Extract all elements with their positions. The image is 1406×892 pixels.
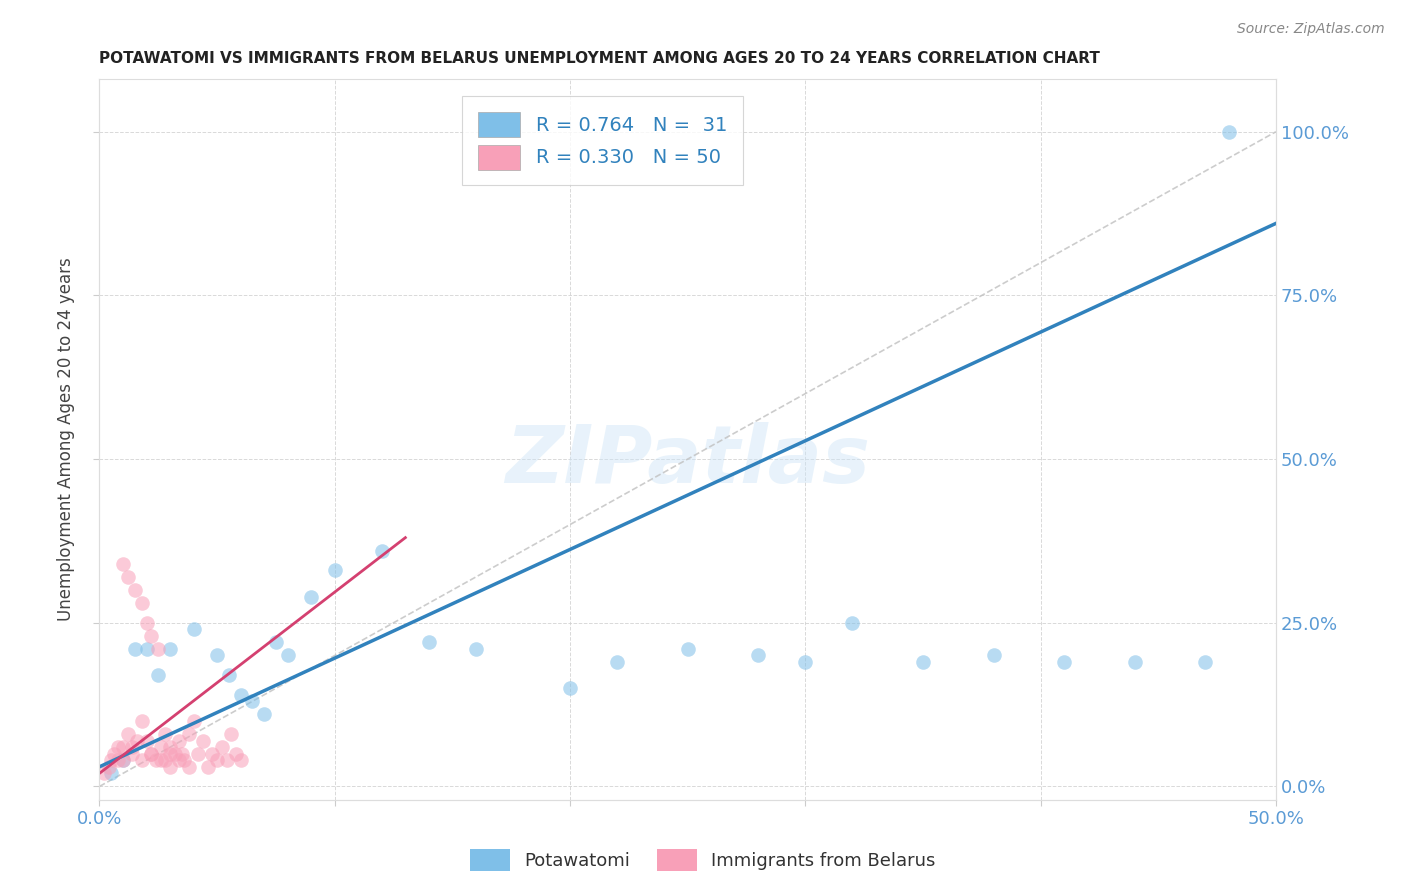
Text: ZIPatlas: ZIPatlas xyxy=(505,422,870,500)
Point xyxy=(558,681,581,696)
Point xyxy=(141,629,163,643)
Point xyxy=(111,557,134,571)
Point xyxy=(183,622,205,636)
Point xyxy=(1053,655,1076,669)
Point xyxy=(219,727,242,741)
Point xyxy=(201,747,224,761)
Point xyxy=(465,642,488,657)
Point xyxy=(983,648,1005,663)
Point xyxy=(418,635,440,649)
Point xyxy=(107,740,129,755)
Point xyxy=(149,753,172,767)
Point xyxy=(148,668,170,682)
Point xyxy=(131,753,153,767)
Point xyxy=(1194,655,1216,669)
Point xyxy=(100,766,122,780)
Point xyxy=(107,753,129,767)
Point xyxy=(173,753,195,767)
Point xyxy=(169,753,191,767)
Point xyxy=(169,733,191,747)
Point xyxy=(191,733,214,747)
Point xyxy=(177,727,200,741)
Point xyxy=(299,590,322,604)
Point xyxy=(841,615,863,630)
Point xyxy=(97,760,120,774)
Point xyxy=(117,727,139,741)
Point xyxy=(264,635,287,649)
Point xyxy=(218,668,240,682)
Point xyxy=(141,747,163,761)
Text: Source: ZipAtlas.com: Source: ZipAtlas.com xyxy=(1237,22,1385,37)
Point xyxy=(124,642,146,657)
Legend: R = 0.764   N =  31, R = 0.330   N = 50: R = 0.764 N = 31, R = 0.330 N = 50 xyxy=(463,96,742,186)
Point xyxy=(121,747,143,761)
Point xyxy=(323,563,346,577)
Point xyxy=(1123,655,1146,669)
Point xyxy=(197,760,219,774)
Point xyxy=(135,733,157,747)
Point xyxy=(103,747,125,761)
Point xyxy=(229,688,252,702)
Point xyxy=(277,648,299,663)
Point xyxy=(159,642,181,657)
Point xyxy=(163,747,186,761)
Point xyxy=(747,648,769,663)
Legend: Potawatomi, Immigrants from Belarus: Potawatomi, Immigrants from Belarus xyxy=(463,842,943,879)
Point xyxy=(229,753,252,767)
Point xyxy=(159,740,181,755)
Point xyxy=(911,655,934,669)
Point xyxy=(117,570,139,584)
Point xyxy=(187,747,209,761)
Point xyxy=(155,753,177,767)
Point xyxy=(606,655,628,669)
Point xyxy=(183,714,205,728)
Point xyxy=(205,648,228,663)
Point xyxy=(253,707,276,722)
Point xyxy=(159,747,181,761)
Point xyxy=(155,727,177,741)
Point xyxy=(131,596,153,610)
Y-axis label: Unemployment Among Ages 20 to 24 years: Unemployment Among Ages 20 to 24 years xyxy=(58,258,75,622)
Point xyxy=(215,753,238,767)
Point xyxy=(1218,125,1240,139)
Text: POTAWATOMI VS IMMIGRANTS FROM BELARUS UNEMPLOYMENT AMONG AGES 20 TO 24 YEARS COR: POTAWATOMI VS IMMIGRANTS FROM BELARUS UN… xyxy=(100,51,1101,66)
Point xyxy=(145,753,167,767)
Point xyxy=(242,694,264,708)
Point xyxy=(149,740,172,755)
Point xyxy=(135,642,157,657)
Point xyxy=(371,543,394,558)
Point xyxy=(100,753,122,767)
Point xyxy=(124,582,146,597)
Point xyxy=(676,642,699,657)
Point xyxy=(111,740,134,755)
Point xyxy=(135,615,157,630)
Point xyxy=(111,753,134,767)
Point xyxy=(177,760,200,774)
Point xyxy=(794,655,817,669)
Point xyxy=(148,642,170,657)
Point xyxy=(205,753,228,767)
Point xyxy=(170,747,193,761)
Point xyxy=(159,760,181,774)
Point xyxy=(111,753,134,767)
Point xyxy=(93,766,115,780)
Point xyxy=(211,740,233,755)
Point xyxy=(121,740,143,755)
Point xyxy=(141,747,163,761)
Point xyxy=(131,714,153,728)
Point xyxy=(225,747,247,761)
Point xyxy=(127,733,149,747)
